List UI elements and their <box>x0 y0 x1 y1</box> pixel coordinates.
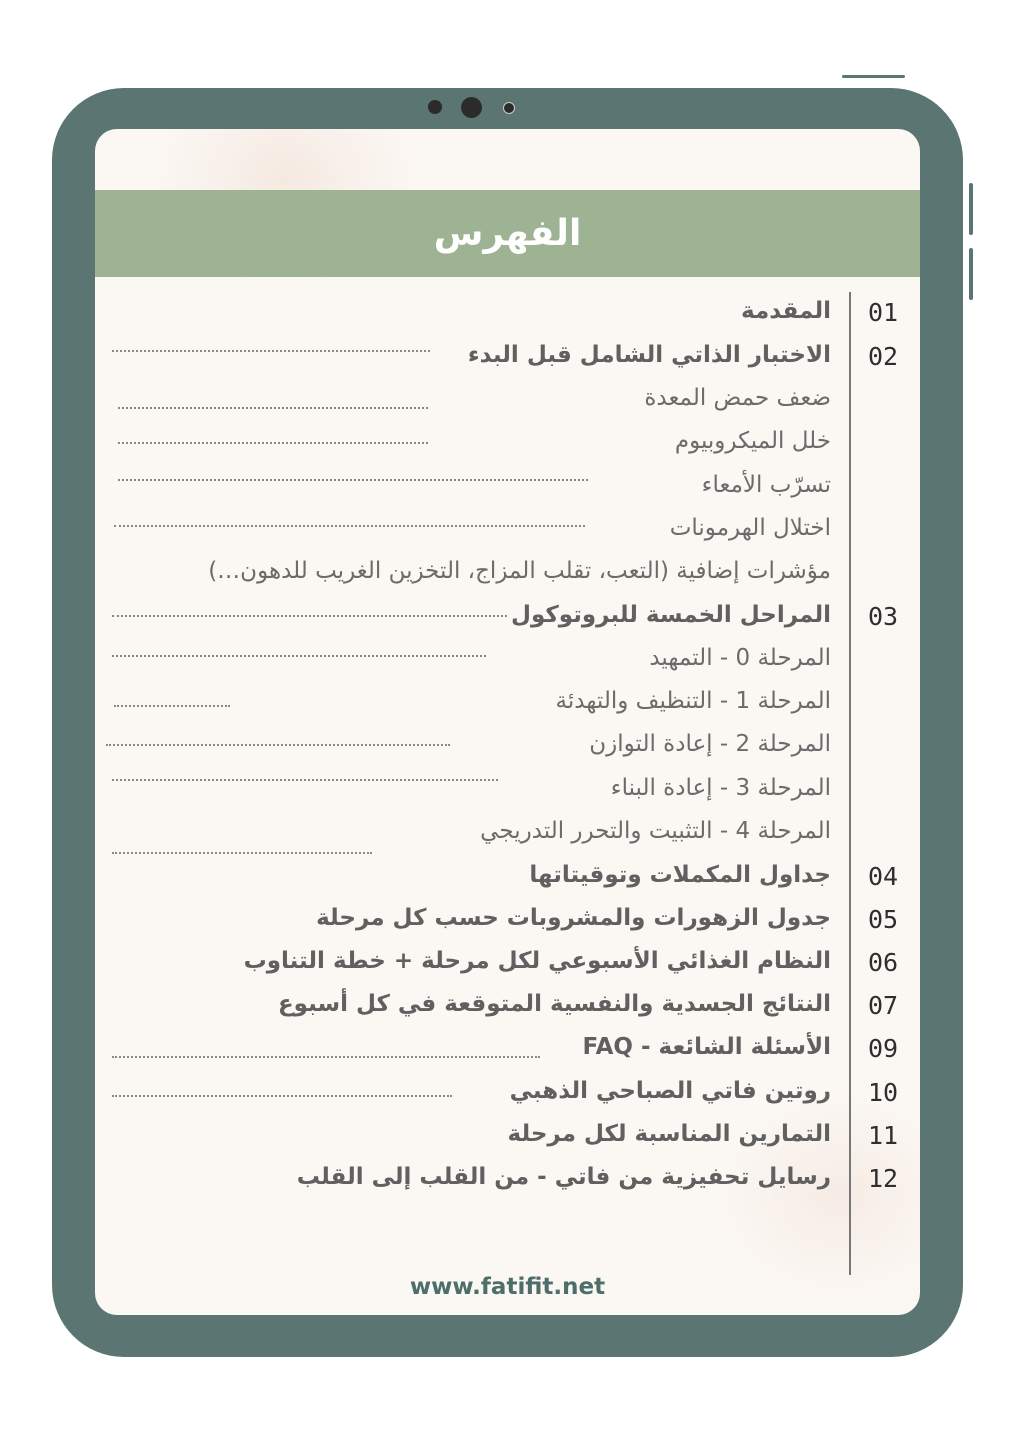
title-banner: الفهرس <box>95 190 920 277</box>
toc-item[interactable]: الأسئلة الشائعة - FAQ <box>582 1034 832 1060</box>
toc-item[interactable]: اختلال الهرمونات <box>669 515 831 541</box>
toc-page-number: 06 <box>868 948 899 977</box>
device-volume-down-button <box>969 248 973 300</box>
dotted-leader-line <box>114 525 585 527</box>
device-volume-up-button <box>969 183 973 235</box>
sensor-dot-icon <box>503 102 515 114</box>
toc-page-number: 02 <box>868 342 899 371</box>
toc-item[interactable]: المرحلة 1 - التنظيف والتهدئة <box>555 688 831 714</box>
toc-item[interactable]: ضعف حمض المعدة <box>644 385 831 411</box>
toc-item[interactable]: مؤشرات إضافية (التعب، تقلب المزاج، التخز… <box>208 558 831 584</box>
toc-item[interactable]: النظام الغذائي الأسبوعي لكل مرحلة + خطة … <box>243 948 831 974</box>
toc-page-number: 05 <box>868 905 899 934</box>
toc-item[interactable]: المرحلة 2 - إعادة التوازن <box>589 731 831 757</box>
dotted-leader-line <box>112 615 507 617</box>
page-screen: الفهرس المقدمة 01 الاختبار الذاتي الشامل ق… <box>95 129 920 1315</box>
toc-item[interactable]: المرحلة 3 - إعادة البناء <box>610 775 831 801</box>
toc-item[interactable]: التمارين المناسبة لكل مرحلة <box>507 1121 831 1147</box>
divider-line <box>849 292 851 1275</box>
dotted-leader-line <box>118 442 428 444</box>
toc-page-number: 12 <box>868 1164 899 1193</box>
toc-page-number: 01 <box>868 298 899 327</box>
toc-page-number: 03 <box>868 602 899 631</box>
page-title: الفهرس <box>433 213 582 254</box>
dotted-leader-line <box>118 479 588 481</box>
toc-item[interactable]: تسرّب الأمعاء <box>701 472 831 498</box>
toc-item[interactable]: المرحلة 4 - التثبيت والتحرر التدريجي <box>480 818 831 844</box>
toc-item[interactable]: خلل الميكروبيوم <box>674 428 831 454</box>
dotted-leader-line <box>112 1056 540 1058</box>
decorative-blush <box>720 1095 920 1295</box>
toc-page-number: 10 <box>868 1078 899 1107</box>
device-top-button <box>842 75 905 78</box>
toc-page-number: 09 <box>868 1034 899 1063</box>
toc-item[interactable]: جدول الزهورات والمشروبات حسب كل مرحلة <box>316 905 831 931</box>
toc-item[interactable]: رسايل تحفيزية من فاتي - من القلب إلى الق… <box>296 1164 831 1190</box>
toc-page-number: 04 <box>868 862 899 891</box>
toc-item[interactable]: المقدمة <box>741 298 831 324</box>
dotted-leader-line <box>114 705 230 707</box>
camera-icon <box>461 97 482 118</box>
sensor-dot-icon <box>428 100 442 114</box>
dotted-leader-line <box>112 852 372 854</box>
dotted-leader-line <box>112 1095 452 1097</box>
website-url: www.fatifit.net <box>409 1274 606 1300</box>
toc-item[interactable]: روتين فاتي الصباحي الذهبي <box>509 1078 831 1104</box>
dotted-leader-line <box>106 744 450 746</box>
toc-item[interactable]: المراحل الخمسة للبروتوكول <box>511 602 831 628</box>
toc-page-number: 11 <box>868 1121 899 1150</box>
dotted-leader-line <box>112 779 498 781</box>
dotted-leader-line <box>112 350 430 352</box>
toc-item[interactable]: المرحلة 0 - التمهيد <box>649 645 831 671</box>
toc-item[interactable]: الاختبار الذاتي الشامل قبل البدء <box>467 342 831 368</box>
toc-page-number: 07 <box>868 991 899 1020</box>
toc-item[interactable]: النتائج الجسدية والنفسية المتوقعة في كل … <box>277 991 831 1017</box>
toc-item[interactable]: جداول المكملات وتوقيتاتها <box>529 862 831 888</box>
dotted-leader-line <box>112 655 486 657</box>
dotted-leader-line <box>118 407 428 409</box>
